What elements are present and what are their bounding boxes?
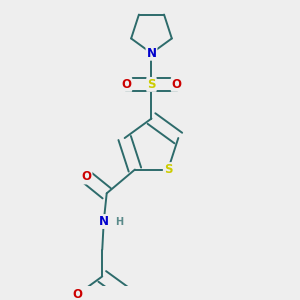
Text: S: S — [164, 163, 172, 176]
Text: N: N — [146, 47, 157, 60]
Text: O: O — [82, 170, 92, 184]
Text: O: O — [72, 288, 82, 300]
Text: N: N — [99, 215, 109, 228]
Text: S: S — [147, 78, 156, 91]
Text: O: O — [172, 78, 182, 91]
Text: O: O — [121, 78, 131, 91]
Text: H: H — [115, 217, 123, 226]
